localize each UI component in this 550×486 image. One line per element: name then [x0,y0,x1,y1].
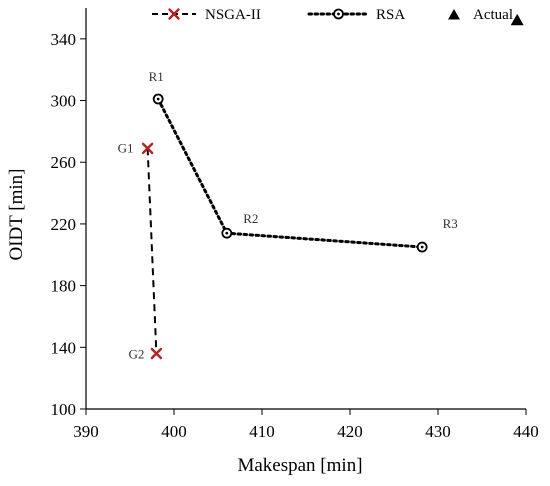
triangle-marker [510,13,524,26]
series-layer [141,13,524,360]
series-line [156,97,424,249]
point-label-g1: G1 [118,140,134,155]
x-marker [168,8,180,20]
x-tick-label: 410 [249,422,275,441]
point-labels: G1 G2 R1 R2 R3 [118,69,458,361]
legend-entry-actual: Actual [448,7,513,23]
x-tick-label: 400 [161,422,187,441]
circle-marker [333,8,344,20]
series-nsga-ii [141,142,163,360]
y-axis-title: OIDT [min] [6,169,27,261]
legend: NSGA-II RSA Actual [152,7,513,23]
y-tick-label: 340 [51,30,77,49]
legend-entry-nsga-ii: NSGA-II [152,7,261,23]
legend-entry-rsa: RSA [307,7,405,23]
circle-marker [416,241,428,253]
series-actual [510,13,524,26]
y-tick-label: 300 [51,92,77,111]
point-label-r3: R3 [443,216,458,231]
series-rsa [152,93,428,253]
x-marker [150,347,163,360]
x-axis-title: Makespan [min] [237,455,362,476]
point-label-r2: R2 [243,211,258,226]
axes: 390 400 410 420 430 440 100 140 180 220 260 300 340 M… [6,8,539,476]
y-tick-label: 220 [51,215,77,234]
point-label-r1: R1 [149,69,164,84]
legend-label: NSGA-II [205,7,261,23]
legend-label: Actual [473,7,513,23]
y-tick-label: 180 [51,277,77,296]
circle-marker [152,93,164,105]
x-marker [141,142,154,155]
x-tick-label: 430 [425,422,451,441]
legend-label: RSA [376,7,405,23]
x-tick-label: 420 [337,422,363,441]
triangle-marker [448,9,460,20]
y-tick-label: 140 [51,338,77,357]
x-tick-label: 390 [73,422,99,441]
y-tick-label: 260 [51,153,77,172]
series-line [146,148,158,354]
x-tick-label: 440 [513,422,539,441]
circle-marker [221,227,233,239]
point-label-g2: G2 [128,346,144,361]
y-tick-label: 100 [51,400,77,419]
